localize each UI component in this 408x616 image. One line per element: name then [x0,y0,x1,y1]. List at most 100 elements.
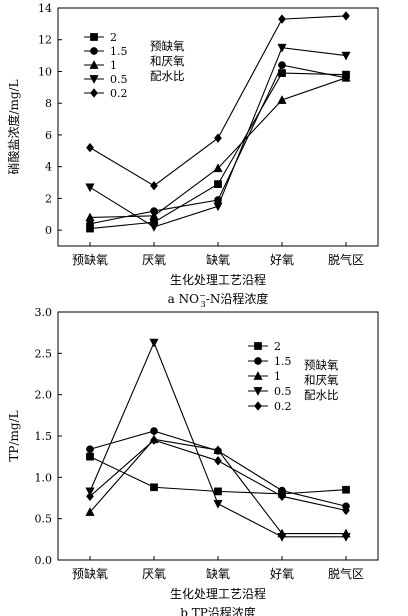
x-category-label: 脱气区 [328,252,364,267]
data-point [213,445,223,454]
data-point [86,491,94,502]
legend-entry: 1.5 [110,45,128,58]
plot-frame [57,311,379,561]
y-tick-label: 6 [45,129,52,142]
x-axis-title: 生化处理工艺沿程 [170,586,266,601]
legend-marker [90,33,98,41]
data-point [277,43,287,53]
data-point [341,533,351,542]
data-point [213,499,223,509]
data-point [278,61,286,69]
legend-marker [90,88,98,98]
data-point [342,485,350,494]
x-axis-title: 生化处理工艺沿程 [170,272,266,287]
legend-marker [254,357,262,365]
chart-caption: b TP沿程浓度 [180,605,256,616]
data-point [86,452,94,461]
data-point [213,202,223,212]
data-point [342,11,350,21]
data-point [85,212,95,222]
chart-caption: a NO− 3-N沿程浓度 [168,291,269,309]
x-category-label: 厌氧 [142,567,166,581]
series-0.2 [86,435,350,516]
legend-marker [89,75,99,84]
legend-marker [254,342,262,350]
y-tick-label: 10 [38,65,52,78]
x-category-label: 厌氧 [142,253,166,267]
data-point [85,183,95,193]
data-point [214,133,222,143]
x-category-label: 好氧 [270,253,294,267]
data-point [214,487,222,496]
data-point [150,427,158,435]
y-tick-label: 2.5 [35,347,53,360]
data-point [341,72,351,82]
x-category-label: 脱气区 [328,566,364,581]
legend-entry: 0.2 [110,87,128,100]
y-tick-label: 8 [45,97,52,110]
data-point [341,51,351,61]
x-category-label: 预缺氧 [72,566,108,581]
legend-marker [253,387,263,396]
y-tick-label: 2.0 [35,389,53,402]
series-1 [85,72,351,222]
legend-entry: 0.2 [274,400,292,413]
series-1 [85,434,351,538]
data-point [149,210,159,220]
series-0.2 [86,11,350,191]
legend-entry: 1 [274,370,281,383]
y-tick-label: 3.0 [35,306,53,319]
legend-title-line: 配水比 [304,388,339,402]
legend-title-line: 配水比 [150,69,185,83]
legend-entry: 0.5 [274,385,292,398]
data-point [150,180,158,191]
data-point [150,483,158,492]
x-category-label: 预缺氧 [72,252,108,267]
series-1.5 [86,427,350,511]
data-point [149,338,159,348]
y-tick-label: 2 [45,192,52,205]
data-point [278,491,286,502]
legend-entry: 1 [110,59,117,72]
series-line [89,15,347,187]
data-point [149,223,159,232]
data-point [278,14,286,24]
legend-marker [89,60,99,69]
series-0.5 [85,43,351,232]
y-axis-title: 硝酸盐浓度/mg/L [6,79,21,174]
legend-marker [254,401,262,411]
legend-marker [253,371,263,380]
x-category-label: 缺氧 [206,566,230,581]
data-point [86,142,94,153]
legend-title-line: 和厌氧 [304,373,339,387]
legend-entry: 0.5 [110,73,128,86]
y-tick-label: 0 [45,224,52,237]
legend-marker [90,47,98,55]
legend-title-line: 预缺氧 [304,358,339,372]
data-point [277,95,287,104]
series-2 [86,69,350,233]
data-point [214,180,222,188]
series-0.5 [85,338,351,542]
y-tick-label: 4 [45,161,52,174]
y-tick-label: 12 [38,34,52,47]
data-point [85,507,95,516]
data-point [214,456,222,466]
x-category-label: 缺氧 [206,252,230,267]
legend-title-line: 预缺氧 [150,39,185,53]
data-point [213,163,223,173]
y-axis-title: TP/mg/L [7,410,21,461]
data-point [277,533,287,542]
x-category-label: 好氧 [270,567,294,581]
data-point [342,505,350,516]
y-tick-label: 1.5 [35,430,53,443]
y-tick-label: 1.0 [35,471,53,484]
y-tick-label: 0.0 [35,554,53,567]
data-point [150,435,158,445]
y-tick-label: 14 [38,2,52,15]
